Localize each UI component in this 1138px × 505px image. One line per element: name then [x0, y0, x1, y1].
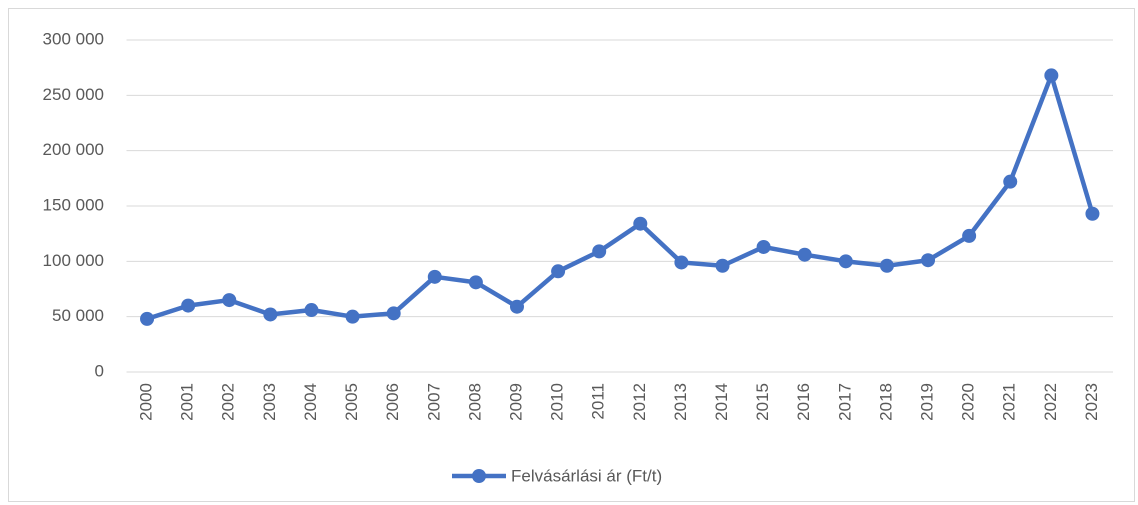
x-tick-label: 2017 [835, 383, 854, 421]
y-tick-label: 0 [95, 361, 104, 380]
y-tick-label: 200 000 [43, 140, 104, 159]
point [345, 309, 360, 324]
x-tick-label: 2021 [1000, 383, 1019, 421]
x-tick-label: 2011 [589, 383, 608, 420]
point [879, 258, 894, 273]
y-tick-label: 250 000 [43, 85, 104, 104]
point [756, 239, 771, 254]
point [838, 254, 853, 269]
y-tick-label: 100 000 [43, 251, 104, 270]
x-tick-label: 2009 [506, 383, 525, 421]
x-tick-label: 2008 [465, 383, 484, 421]
x-tick-label: 2022 [1041, 383, 1060, 421]
point [962, 228, 977, 243]
point [181, 298, 196, 313]
point [715, 258, 730, 273]
x-tick-label: 2002 [219, 383, 238, 421]
point [304, 303, 319, 318]
x-tick-label: 2020 [959, 383, 978, 421]
point [592, 244, 607, 259]
x-tick-label: 2005 [342, 383, 361, 421]
point [1003, 174, 1018, 189]
y-tick-label: 300 000 [43, 29, 104, 48]
x-tick-label: 2006 [383, 383, 402, 421]
point [263, 307, 278, 322]
point [551, 264, 566, 279]
point [468, 275, 483, 290]
point [427, 269, 442, 284]
point [222, 293, 237, 308]
legend-label: Felvásárlási ár (Ft/t) [511, 466, 662, 485]
point [674, 255, 689, 270]
y-tick-label: 50 000 [52, 306, 104, 325]
x-tick-label: 2018 [876, 383, 895, 421]
point [1044, 68, 1059, 83]
point [797, 247, 812, 262]
x-tick-label: 2012 [630, 383, 649, 421]
x-tick-label: 2014 [712, 383, 731, 421]
x-tick-label: 2019 [918, 383, 937, 421]
point [140, 311, 155, 326]
point [633, 216, 648, 231]
x-tick-label: 2016 [794, 383, 813, 421]
x-tick-label: 2001 [178, 383, 197, 421]
point [509, 299, 524, 314]
point [921, 253, 936, 268]
y-tick-label: 150 000 [43, 195, 104, 214]
point [386, 306, 401, 321]
point [1085, 206, 1100, 221]
x-tick-label: 2015 [753, 383, 772, 421]
chart-frame [8, 8, 1135, 502]
x-tick-label: 2013 [671, 383, 690, 421]
x-tick-label: 2010 [548, 383, 567, 421]
x-tick-label: 2000 [137, 383, 156, 421]
legend-marker [472, 469, 486, 483]
x-tick-label: 2007 [424, 383, 443, 421]
x-tick-label: 2023 [1082, 383, 1101, 421]
x-tick-label: 2004 [301, 383, 320, 421]
x-tick-label: 2003 [260, 383, 279, 421]
